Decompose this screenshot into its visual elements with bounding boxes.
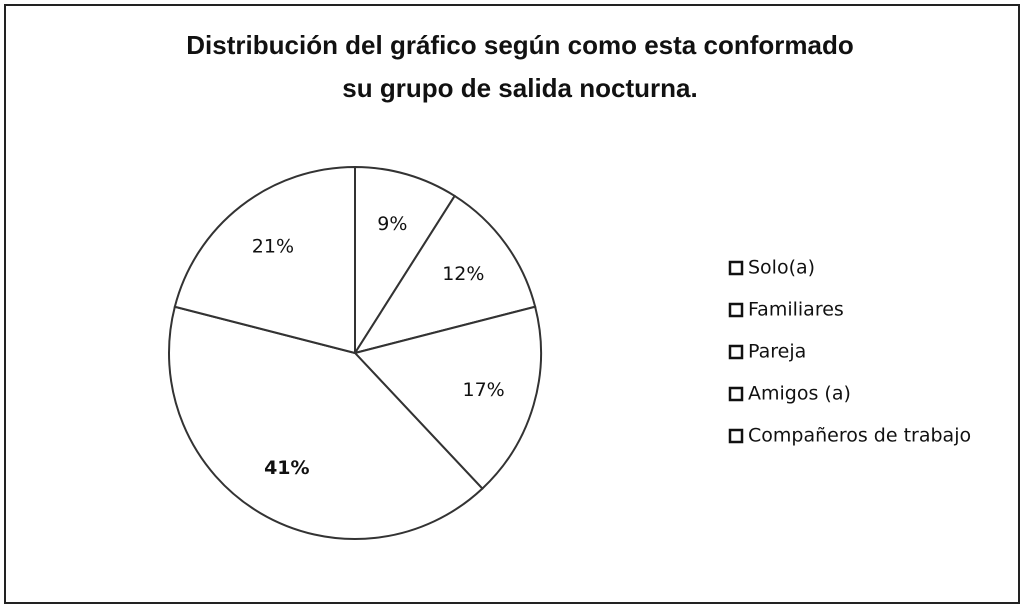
data-label: 17% [462,379,504,401]
chart-title: su grupo de salida nocturna. [342,73,697,103]
legend-label: Familiares [748,299,844,321]
legend-swatch [728,302,744,318]
legend-label: Pareja [748,341,806,363]
pie-slice [354,165,457,357]
legend-swatch [728,386,744,402]
legend-swatch [728,428,744,444]
data-label: 9% [377,213,407,235]
pie-slice [173,165,356,355]
chart-title: Distribución del gráfico según como esta… [186,30,853,60]
data-label: 21% [252,236,294,258]
legend-label: Amigos (a) [748,383,851,405]
legend-label: Compañeros de trabajo [748,425,971,447]
legend-swatch [728,344,744,360]
legend-swatch [728,260,744,276]
pie-slice [168,305,484,540]
legend-label: Solo(a) [748,257,815,279]
data-label: 12% [442,263,484,285]
pie-slice [353,305,542,491]
data-label: 41% [264,457,309,479]
pie-slice [352,194,537,355]
